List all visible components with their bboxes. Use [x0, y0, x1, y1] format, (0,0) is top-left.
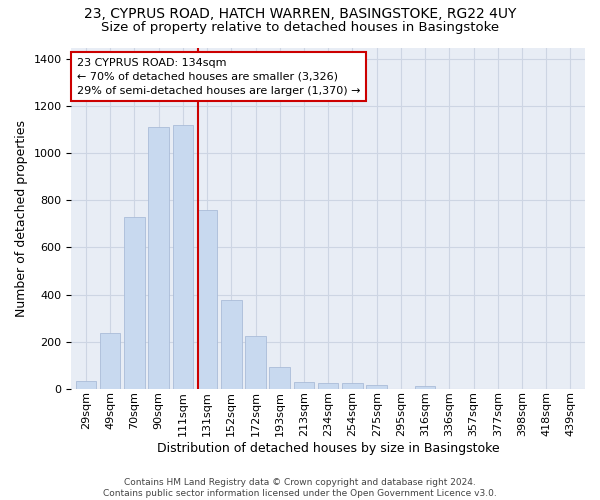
Bar — [76, 381, 96, 388]
Bar — [221, 300, 242, 388]
Bar — [100, 334, 121, 388]
Bar — [173, 125, 193, 388]
Bar — [342, 384, 363, 388]
X-axis label: Distribution of detached houses by size in Basingstoke: Distribution of detached houses by size … — [157, 442, 500, 455]
Bar — [318, 383, 338, 388]
Bar — [293, 382, 314, 388]
Text: 23, CYPRUS ROAD, HATCH WARREN, BASINGSTOKE, RG22 4UY: 23, CYPRUS ROAD, HATCH WARREN, BASINGSTO… — [84, 8, 516, 22]
Bar — [269, 368, 290, 388]
Bar — [124, 217, 145, 388]
Bar — [197, 210, 217, 388]
Text: Size of property relative to detached houses in Basingstoke: Size of property relative to detached ho… — [101, 21, 499, 34]
Text: Contains HM Land Registry data © Crown copyright and database right 2024.
Contai: Contains HM Land Registry data © Crown c… — [103, 478, 497, 498]
Text: 23 CYPRUS ROAD: 134sqm
← 70% of detached houses are smaller (3,326)
29% of semi-: 23 CYPRUS ROAD: 134sqm ← 70% of detached… — [77, 58, 360, 96]
Bar — [245, 336, 266, 388]
Bar — [415, 386, 436, 388]
Y-axis label: Number of detached properties: Number of detached properties — [15, 120, 28, 316]
Bar — [148, 128, 169, 388]
Bar — [367, 385, 387, 388]
